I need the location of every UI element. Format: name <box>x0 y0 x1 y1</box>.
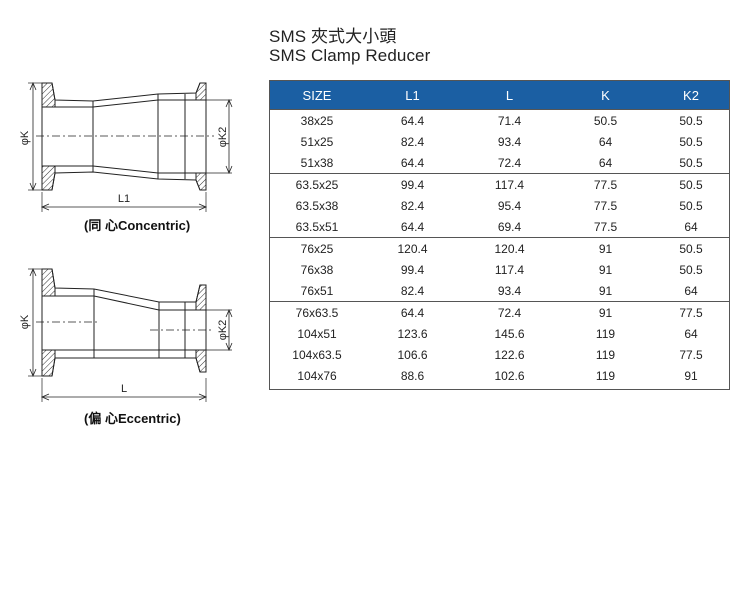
table-row: 38x25 64.4 71.4 50.5 50.5 <box>270 110 730 132</box>
cell-l: 93.4 <box>497 134 522 149</box>
concentric-drawing <box>28 81 233 212</box>
cell-size: 63.5x51 <box>295 219 339 234</box>
cell-l1: 82.4 <box>400 283 425 298</box>
cell-k2: 91 <box>684 368 698 383</box>
cell-size: 63.5x38 <box>295 198 339 213</box>
cell-l: 69.4 <box>497 219 522 234</box>
column-header-k2: K2 <box>653 80 730 110</box>
concentric-caption: (同 心Concentric) <box>84 218 191 233</box>
cell-k2: 50.5 <box>653 173 730 195</box>
cell-l: 122.6 <box>494 347 525 362</box>
cell-k2: 64 <box>684 283 698 298</box>
cell-l1: 82.4 <box>400 198 425 213</box>
cell-l1: 99.4 <box>400 262 425 277</box>
title-english: SMS Clamp Reducer <box>269 46 431 65</box>
cell-l1: 64.4 <box>400 113 425 128</box>
cell-l: 102.6 <box>494 368 525 383</box>
cell-size: 76x63.5 <box>269 301 364 323</box>
cell-l1: 123.6 <box>397 326 428 341</box>
cell-k2: 50.5 <box>679 134 703 149</box>
reducer-drawings: φK φK2 L1 <box>19 81 233 402</box>
table-row: 76x38 99.4 117.4 91 50.5 <box>270 259 730 280</box>
cell-k: 77.5 <box>593 198 618 213</box>
cell-k: 50.5 <box>593 113 618 128</box>
cell-l: 72.4 <box>497 155 522 170</box>
cell-k2: 50.5 <box>679 198 703 213</box>
cell-l: 117.4 <box>461 173 558 195</box>
column-header-l1: L1 <box>364 80 461 110</box>
cell-size: 63.5x25 <box>269 173 364 195</box>
cell-k: 91 <box>558 301 653 323</box>
cell-size: 76x25 <box>269 237 364 259</box>
spec-table: SIZE L1 L K K2 38x25 64.4 71.4 50.5 50.5 51x25 82.… <box>269 80 730 390</box>
cell-l: 71.4 <box>497 113 522 128</box>
column-header-k: K <box>558 80 653 110</box>
table-row: 76x63.5 64.4 72.4 91 77.5 <box>269 301 730 323</box>
table-row: 63.5x38 82.4 95.4 77.5 50.5 <box>270 195 730 216</box>
cell-l: 145.6 <box>494 326 525 341</box>
cell-k: 77.5 <box>593 219 618 234</box>
cell-size: 104x63.5 <box>292 347 342 362</box>
cell-l: 120.4 <box>461 237 558 259</box>
cell-l: 72.4 <box>461 301 558 323</box>
cell-k: 91 <box>598 283 613 298</box>
eccentric-dim-k: φK <box>19 314 31 329</box>
cell-size: 38x25 <box>300 113 334 128</box>
cell-size: 104x51 <box>297 326 337 341</box>
cell-k: 91 <box>558 237 653 259</box>
eccentric-dim-k2: φK2 <box>217 320 229 341</box>
table-body: 38x25 64.4 71.4 50.5 50.5 51x25 82.4 93.4 64 50.5… <box>269 110 730 390</box>
cell-k2: 50.5 <box>679 155 703 170</box>
concentric-dim-l1: L1 <box>118 193 130 205</box>
cell-l1: 64.4 <box>364 301 461 323</box>
cell-k: 119 <box>595 326 616 341</box>
table-row: 76x51 82.4 93.4 91 64 <box>270 280 730 302</box>
title-chinese: SMS 夾式大小頭 <box>269 27 397 46</box>
eccentric-caption: (偏 心Eccentric) <box>84 411 181 426</box>
concentric-dim-k2: φK2 <box>217 127 229 148</box>
table-row: 51x25 82.4 93.4 64 50.5 <box>270 131 730 152</box>
table-row: 76x25 120.4 120.4 91 50.5 <box>269 237 730 259</box>
cell-l1: 82.4 <box>400 134 425 149</box>
cell-k: 119 <box>595 368 616 383</box>
eccentric-drawing <box>28 267 233 402</box>
table-row: 51x38 64.4 72.4 64 50.5 <box>270 152 730 174</box>
table-row: 104x76 88.6 102.6 119 91 <box>270 365 730 390</box>
cell-l: 93.4 <box>497 283 522 298</box>
cell-l: 117.4 <box>494 262 525 277</box>
cell-k2: 64 <box>684 219 698 234</box>
cell-l1: 99.4 <box>364 173 461 195</box>
cell-k2: 77.5 <box>679 347 703 362</box>
cell-k2: 77.5 <box>653 301 730 323</box>
column-header-size: SIZE <box>269 80 364 110</box>
cell-l1: 120.4 <box>364 237 461 259</box>
cell-k: 77.5 <box>558 173 653 195</box>
cell-size: 51x25 <box>300 134 334 149</box>
table-row: 63.5x25 99.4 117.4 77.5 50.5 <box>269 173 730 195</box>
cell-k: 64 <box>598 134 613 149</box>
concentric-dim-k: φK <box>19 130 31 145</box>
cell-l1: 64.4 <box>400 219 425 234</box>
cell-size: 104x76 <box>297 368 337 383</box>
cell-k2: 64 <box>684 326 698 341</box>
cell-l1: 88.6 <box>400 368 425 383</box>
cell-k2: 50.5 <box>679 262 703 277</box>
cell-l1: 106.6 <box>397 347 428 362</box>
cell-k: 91 <box>598 262 613 277</box>
table-row: 63.5x51 64.4 69.4 77.5 64 <box>270 216 730 238</box>
eccentric-dim-l: L <box>121 383 127 395</box>
cell-k2: 50.5 <box>653 237 730 259</box>
cell-size: 76x51 <box>300 283 334 298</box>
cell-k2: 50.5 <box>679 113 703 128</box>
cell-l: 95.4 <box>497 198 522 213</box>
cell-k: 119 <box>595 347 616 362</box>
table-header-row: SIZE L1 L K K2 <box>269 80 730 110</box>
column-header-l: L <box>461 80 558 110</box>
cell-size: 76x38 <box>300 262 334 277</box>
cell-l1: 64.4 <box>400 155 425 170</box>
cell-size: 51x38 <box>300 155 334 170</box>
cell-k: 64 <box>598 155 613 170</box>
table-row: 104x51 123.6 145.6 119 64 <box>270 323 730 344</box>
table-row: 104x63.5 106.6 122.6 119 77.5 <box>270 344 730 365</box>
